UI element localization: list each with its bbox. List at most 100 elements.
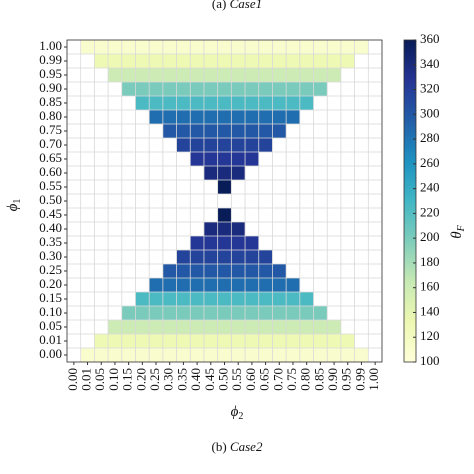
heatmap-cell <box>258 250 273 264</box>
heatmap-cell <box>203 40 218 54</box>
heatmap-cell <box>94 40 109 54</box>
heatmap-cell <box>245 110 259 124</box>
heatmap-cell <box>203 96 218 110</box>
colorbar-tick-label: 200 <box>420 229 440 244</box>
heatmap-cell <box>121 82 136 96</box>
heatmap-cell <box>354 348 369 362</box>
heatmap-cell <box>217 124 232 138</box>
heatmap-cell <box>203 292 218 306</box>
heatmap-cell <box>217 138 232 152</box>
x-tick-label: 0.01 <box>79 368 94 391</box>
x-tick-label: 0.90 <box>325 368 340 391</box>
heatmap-cell <box>108 54 122 68</box>
y-tick-label: 0.95 <box>39 66 62 81</box>
heatmap-cell <box>149 96 163 110</box>
x-tick-label: 0.45 <box>202 368 217 391</box>
heatmap-cell <box>272 96 287 110</box>
y-tick-label: 0.70 <box>39 136 62 151</box>
heatmap-cell <box>149 54 163 68</box>
heatmap-cell <box>190 348 204 362</box>
heatmap-cell <box>286 278 300 292</box>
x-axis-label: ϕ2 <box>231 404 244 422</box>
heatmap-cell <box>203 334 218 348</box>
heatmap-cell <box>135 320 150 334</box>
heatmap-cell <box>190 82 204 96</box>
heatmap-cell <box>135 334 150 348</box>
heatmap-cell <box>231 152 246 166</box>
heatmap-cell <box>149 82 163 96</box>
heatmap-cell <box>258 54 273 68</box>
heatmap-cell <box>190 40 204 54</box>
y-tick-label: 0.90 <box>39 80 62 95</box>
x-tick-label: 0.00 <box>65 368 80 391</box>
x-tick-label: 0.75 <box>284 368 299 391</box>
heatmap-cell <box>149 334 163 348</box>
heatmap-cell <box>286 96 300 110</box>
heatmap-cell <box>203 152 218 166</box>
x-tick-label: 0.65 <box>257 368 272 391</box>
heatmap-cell <box>245 40 259 54</box>
heatmap-cell <box>258 110 273 124</box>
heatmap-cell <box>286 54 300 68</box>
heatmap-cell <box>231 320 246 334</box>
heatmap-cell <box>190 250 204 264</box>
heatmap-cell <box>94 334 109 348</box>
heatmap-cell <box>80 40 95 54</box>
x-tick-label: 0.99 <box>352 368 367 391</box>
heatmap-cell <box>162 124 177 138</box>
y-tick-label: 0.45 <box>39 206 62 221</box>
heatmap-cell <box>108 68 122 82</box>
subscript: 2 <box>238 411 243 422</box>
heatmap-cell <box>162 334 177 348</box>
heatmap-cell <box>245 236 259 250</box>
heatmap-cell <box>121 334 136 348</box>
heatmap-cell <box>176 40 191 54</box>
heatmap-cell <box>340 54 355 68</box>
heatmap-cell <box>135 348 150 362</box>
y-tick-label: 0.15 <box>39 290 62 305</box>
caption-label: (b) <box>212 439 227 454</box>
heatmap-cell <box>217 54 232 68</box>
heatmap-cell <box>121 40 136 54</box>
heatmap-cell <box>203 236 218 250</box>
heatmap-cell <box>149 40 163 54</box>
heatmap-cell <box>176 68 191 82</box>
heatmap-cell <box>176 334 191 348</box>
y-tick-label: 0.01 <box>39 332 62 347</box>
x-tick-label: 0.20 <box>133 368 148 391</box>
heatmap-cell <box>135 40 150 54</box>
heatmap-cell <box>217 82 232 96</box>
heatmap-cell <box>231 124 246 138</box>
heatmap-cell <box>258 68 273 82</box>
subscript: 1 <box>12 199 23 204</box>
y-tick-label: 0.60 <box>39 164 62 179</box>
heatmap-cell <box>340 334 355 348</box>
heatmap-cell <box>258 138 273 152</box>
heatmap-cell <box>327 348 341 362</box>
y-tick-label: 1.00 <box>39 38 62 53</box>
subscript: F <box>456 224 467 232</box>
heatmap-cell <box>203 348 218 362</box>
x-tick-label: 0.05 <box>92 368 107 391</box>
heatmap-cell <box>327 68 341 82</box>
heatmap-cell <box>313 306 328 320</box>
heatmap-cell <box>272 306 287 320</box>
heatmap-cell <box>286 68 300 82</box>
heatmap-cell <box>162 320 177 334</box>
heatmap-cell <box>190 152 204 166</box>
heatmap-cell <box>176 292 191 306</box>
heatmap-cell <box>176 278 191 292</box>
heatmap-cell <box>108 334 122 348</box>
heatmap-cell <box>231 334 246 348</box>
heatmap-cell <box>272 348 287 362</box>
heatmap-cell <box>121 306 136 320</box>
heatmap-cell <box>299 292 314 306</box>
colorbar-tick-label: 100 <box>420 353 440 368</box>
heatmap-cell <box>313 334 328 348</box>
heatmap-cell <box>286 334 300 348</box>
colorbar-tick-label: 340 <box>420 56 440 71</box>
heatmap-cell <box>313 68 328 82</box>
heatmap-cell <box>217 110 232 124</box>
heatmap-cell <box>203 250 218 264</box>
